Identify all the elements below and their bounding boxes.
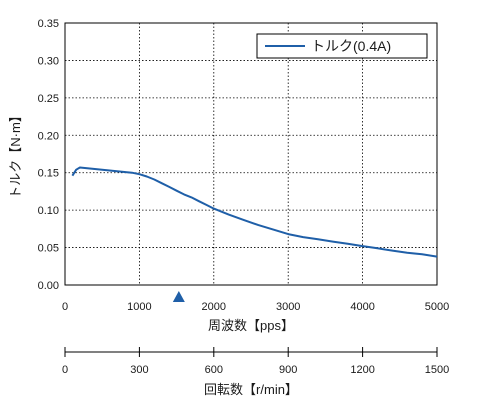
x-tick-label: 0: [62, 301, 68, 313]
secondary-axis-tick-label: 0: [62, 364, 68, 376]
x-tick-label: 4000: [350, 301, 374, 313]
secondary-axis-label: 回転数【r/min】: [204, 382, 298, 397]
x-tick-label: 1000: [127, 301, 151, 313]
y-tick-labels: 0.00 0.05 0.10 0.15 0.20 0.25 0.30 0.35: [38, 18, 59, 292]
secondary-axis-tick-label: 1500: [425, 364, 449, 376]
secondary-axis-tick-label: 1200: [350, 364, 374, 376]
secondary-axis-tick-label: 300: [130, 364, 148, 376]
y-tick-label: 0.00: [38, 280, 59, 292]
secondary-axis-tick-label: 600: [205, 364, 223, 376]
series-layer: [71, 166, 438, 302]
y-axis-label: トルク【N·m】: [8, 109, 23, 199]
x-tick-label: 3000: [276, 301, 300, 313]
y-tick-label: 0.15: [38, 168, 59, 180]
y-tick-label: 0.35: [38, 18, 59, 30]
secondary-axis-ticks: 0 300 600 900 1200 1500: [62, 347, 449, 376]
grid-lines: [65, 23, 437, 285]
secondary-axis: 0 300 600 900 1200 1500: [62, 347, 449, 376]
y-tick-label: 0.20: [38, 130, 59, 142]
legend-label: トルク(0.4A): [311, 38, 391, 54]
y-tick-label: 0.25: [38, 93, 59, 105]
x-tick-label: 2000: [202, 301, 226, 313]
x-tick-label: 5000: [425, 301, 449, 313]
y-tick-label: 0.05: [38, 243, 59, 255]
plot-frame: [64, 22, 438, 286]
series-line: [71, 166, 438, 258]
y-tick-label: 0.10: [38, 205, 59, 217]
x-tick-labels: 0 1000 2000 3000 4000 5000: [62, 301, 449, 313]
legend: トルク(0.4A): [256, 33, 428, 59]
triangle-marker-icon: [172, 291, 185, 302]
x-axis-label: 周波数【pps】: [208, 318, 294, 333]
y-tick-label: 0.30: [38, 55, 59, 67]
secondary-axis-tick-label: 900: [279, 364, 297, 376]
